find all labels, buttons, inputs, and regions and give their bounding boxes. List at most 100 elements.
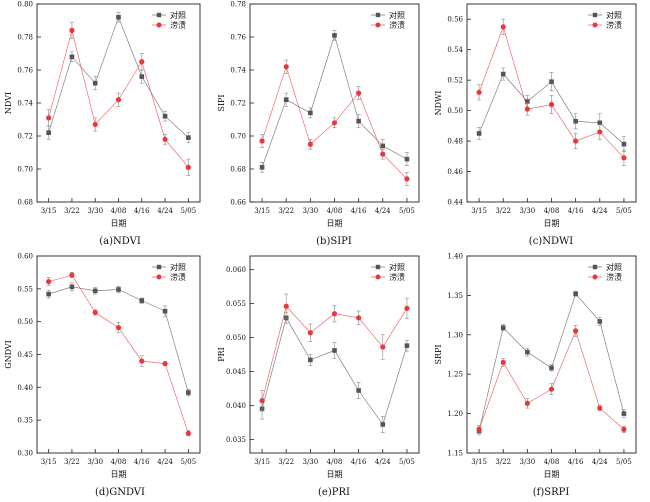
plot-frame [466, 255, 637, 454]
x-tick-label: 5/05 [616, 458, 632, 466]
data-point [139, 358, 145, 364]
x-tick-label: 3/22 [278, 458, 294, 466]
data-point [549, 79, 554, 84]
y-tick-label: 0.46 [447, 168, 463, 176]
data-point [331, 120, 338, 126]
y-tick-label: 1.35 [447, 292, 463, 300]
legend-marker [156, 264, 162, 270]
series-control [46, 11, 191, 143]
data-point [525, 349, 530, 355]
data-point [92, 80, 98, 86]
y-tick-label: 0.45 [17, 351, 33, 359]
data-point [332, 348, 337, 353]
x-tick-label: 3/15 [254, 207, 270, 215]
x-tick-label: 5/05 [399, 458, 415, 466]
data-point [380, 151, 386, 157]
x-tick-label: 3/22 [495, 207, 511, 215]
data-point [404, 156, 410, 162]
data-point [307, 141, 313, 147]
y-tick-label: 0.050 [226, 334, 246, 342]
x-axis-label: 日期 [327, 470, 343, 479]
data-point [115, 97, 122, 103]
series-line [48, 286, 189, 393]
data-point [380, 422, 386, 427]
y-tick-label: 0.44 [447, 199, 463, 207]
legend-marker [375, 274, 381, 280]
data-point [404, 343, 410, 348]
x-tick-label: 3/30 [519, 458, 535, 466]
y-tick-label: 0.50 [17, 318, 33, 326]
x-tick-label: 4/24 [157, 207, 173, 215]
x-tick-label: 5/05 [180, 207, 196, 215]
data-point [356, 90, 362, 96]
panel-caption: (a)NDVI [99, 236, 141, 247]
x-tick-label: 4/24 [375, 458, 391, 466]
panel-caption: (b)SIPI [316, 236, 352, 247]
legend-marker [375, 264, 381, 270]
data-point [162, 308, 168, 314]
data-point [356, 118, 361, 124]
data-point [186, 390, 191, 395]
data-point [573, 138, 579, 144]
data-point [69, 284, 75, 290]
data-point [476, 131, 482, 136]
y-axis-label: SRPI [434, 344, 443, 364]
y-tick-label: 0.060 [226, 266, 246, 274]
x-tick-label: 3/22 [64, 458, 80, 466]
data-point [380, 344, 386, 350]
y-tick-label: 0.48 [447, 138, 463, 146]
data-point [162, 136, 168, 142]
data-point [500, 359, 506, 365]
data-point [259, 398, 265, 404]
data-point [283, 303, 289, 309]
x-tick-label: 4/24 [592, 207, 608, 215]
data-point [524, 400, 530, 406]
y-tick-label: 0.30 [17, 450, 33, 458]
y-axis-label: GNDVI [4, 340, 13, 369]
legend-marker [592, 264, 598, 270]
y-axis-label: NDWI [434, 91, 443, 116]
series-control [259, 30, 410, 173]
x-tick-label: 3/30 [302, 207, 318, 215]
plot-frame [36, 255, 201, 454]
data-point [185, 164, 191, 170]
series-control [46, 282, 191, 397]
x-tick-label: 3/15 [41, 458, 57, 466]
x-tick-label: 4/16 [134, 458, 150, 466]
y-tick-label: 1.20 [447, 410, 463, 418]
data-point [549, 365, 554, 371]
panel-gndvi: 0.30 0.35 0.40 0.45 0.50 0.55 0.60 3/15 3/22 3/30… [4, 253, 201, 498]
y-tick-label: 0.040 [226, 402, 246, 410]
legend-label: 涝渍 [170, 20, 186, 30]
data-point [524, 106, 530, 112]
y-tick-label: 0.72 [17, 133, 33, 141]
data-point [573, 328, 579, 334]
y-axis-label: PRI [217, 347, 226, 362]
data-point [621, 155, 627, 161]
legend-label: 涝渍 [606, 20, 622, 30]
x-tick-label: 3/22 [278, 207, 294, 215]
y-tick-label: 0.50 [447, 107, 463, 115]
panel-pri: 0.035 0.040 0.045 0.050 0.055 0.060 3/15 3/22 3/… [217, 255, 420, 498]
y-tick-label: 0.74 [230, 67, 246, 75]
x-axis-label: 日期 [544, 219, 560, 228]
data-point [259, 138, 265, 144]
x-axis-label: 日期 [544, 470, 560, 479]
data-point [597, 405, 603, 411]
data-point [186, 135, 191, 140]
data-point [307, 330, 313, 336]
x-tick-label: 5/05 [616, 207, 632, 215]
legend-label: 涝渍 [389, 272, 405, 282]
series-flood [259, 59, 410, 186]
series-flood [259, 293, 410, 412]
series-line [478, 25, 625, 159]
x-tick-label: 4/08 [327, 207, 343, 215]
x-tick-label: 3/15 [254, 458, 270, 466]
data-point [356, 388, 361, 393]
data-point [46, 115, 52, 121]
y-tick-label: 0.76 [17, 67, 33, 75]
